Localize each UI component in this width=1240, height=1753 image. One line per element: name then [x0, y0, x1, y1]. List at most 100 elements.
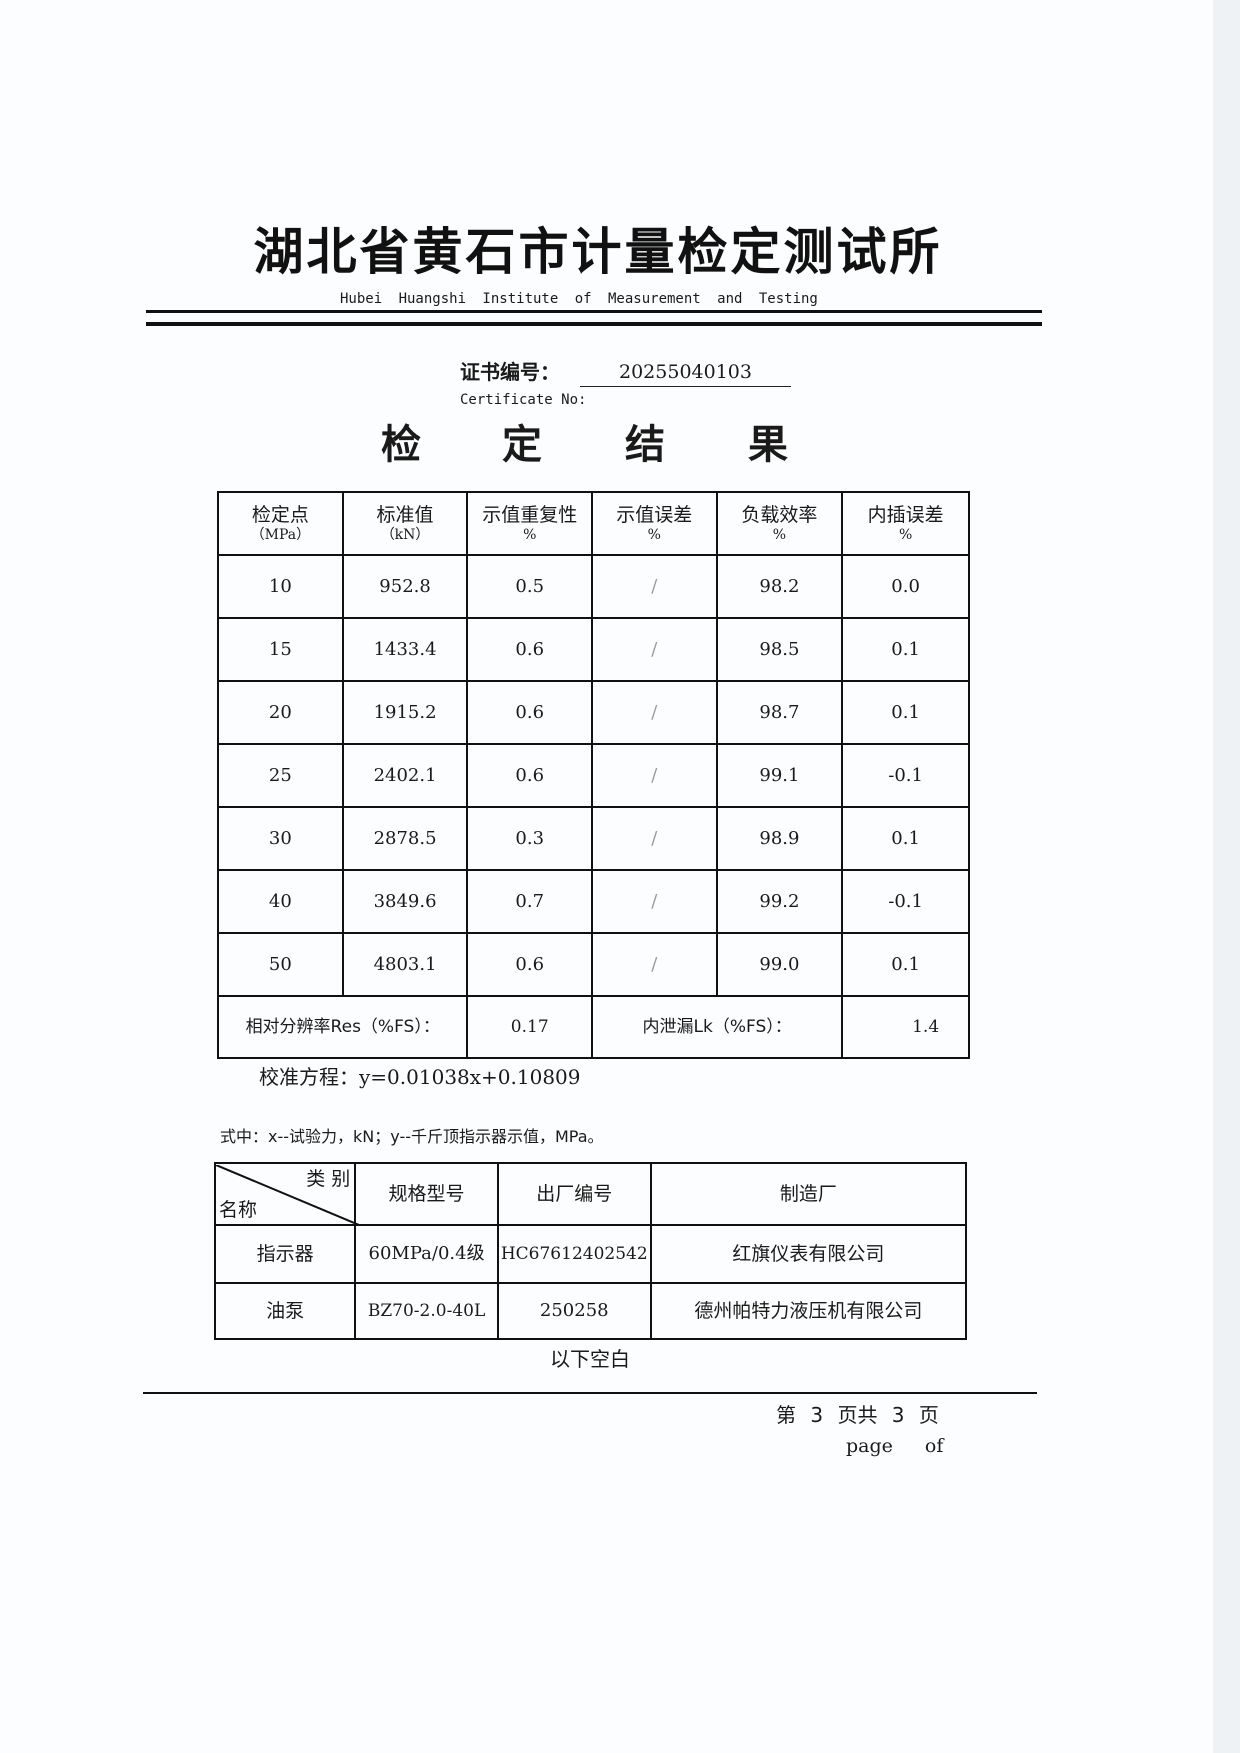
column-header-label: 检定点 [251, 503, 309, 526]
equipment-table: 类 别 名称 规格型号 出厂编号 制造厂 指示器 60MPa/0.4级 HC67… [213, 1162, 968, 1340]
column-header-label: 示值重复性 [482, 503, 578, 526]
column-header-unit: % [523, 526, 537, 543]
table-cell: / [591, 869, 718, 934]
table-cell: 952.8 [341, 554, 469, 619]
table-cell: 2878.5 [341, 806, 469, 871]
table-cell: 0.1 [841, 932, 970, 997]
table-cell: 0.6 [466, 680, 594, 745]
heading-char: 检 [381, 422, 421, 468]
column-header-unit: （MPa） [250, 526, 311, 543]
certificate-label-en: Certificate No: [460, 392, 587, 408]
equation-formula: y=0.01038x+0.10809 [359, 1065, 581, 1089]
table-cell: 0.6 [466, 743, 594, 808]
table-cell: 0.6 [466, 932, 594, 997]
table-cell: 0.7 [466, 869, 594, 934]
table-cell: / [591, 932, 718, 997]
table-header-row: 检定点 （MPa） 标准值 （kN） 示值重复性% 示值误差% 负载效率% 内插误差% [217, 491, 970, 556]
column-header-label: 示值误差 [616, 503, 693, 526]
page-number-en: page of [846, 1435, 944, 1457]
certificate-label: 证书编号： [460, 360, 560, 384]
table-row: 20 1915.2 0.6/98.7 0.1 [217, 680, 970, 745]
column-header: 示值误差% [591, 491, 718, 556]
table-cell: 2402.1 [341, 743, 469, 808]
column-header-label: 内插误差 [867, 503, 944, 526]
table-cell: / [591, 806, 718, 871]
table-row: 50 4803.1 0.6/99.0 0.1 [217, 932, 970, 997]
header-rule [146, 322, 1042, 326]
table-cell: 0.1 [841, 617, 970, 682]
corner-top-label: 类 别 [306, 1168, 351, 1190]
column-header: 制造厂 [649, 1162, 968, 1226]
column-header: 规格型号 [354, 1162, 499, 1226]
page-number-cn: 第 3 页共 3 页 [776, 1403, 939, 1427]
table-cell: / [591, 680, 718, 745]
column-header: 出厂编号 [496, 1162, 652, 1226]
table-row: 10 952.8 0.5/98.2 0.0 [217, 554, 970, 619]
resolution-value: 0.17 [466, 995, 594, 1059]
table-row: 40 3849.6 0.7/99.2 -0.1 [217, 869, 970, 934]
table-cell: 99.1 [715, 743, 844, 808]
column-header-label: 标准值 [376, 503, 434, 526]
heading-char: 结 [625, 422, 665, 468]
heading-char: 果 [748, 422, 788, 468]
equipment-serial: 250258 [496, 1282, 652, 1340]
table-cell: 99.0 [715, 932, 844, 997]
table-cell: 15 [217, 617, 344, 682]
equipment-manufacturer: 红旗仪表有限公司 [649, 1224, 968, 1284]
table-cell: / [591, 554, 718, 619]
table-cell: 0.5 [466, 554, 594, 619]
equation-note: 式中：x--试验力，kN；y--千斤顶指示器示值，MPa。 [220, 1127, 604, 1146]
table-cell: 1915.2 [341, 680, 469, 745]
table-cell: 0.6 [466, 617, 594, 682]
calibration-equation: 校准方程：y=0.01038x+0.10809 [259, 1064, 581, 1090]
institute-subtitle: Hubei Huangshi Institute of Measurement … [340, 291, 818, 307]
equipment-manufacturer: 德州帕特力液压机有限公司 [649, 1282, 968, 1340]
equipment-model: 60MPa/0.4级 [354, 1224, 499, 1284]
table-cell: 30 [217, 806, 344, 871]
table-row: 15 1433.4 0.6/98.5 0.1 [217, 617, 970, 682]
table-cell: 98.5 [715, 617, 844, 682]
summary-row: 相对分辨率Res（%FS）： 0.17 内泄漏Lk（%FS）： 1.4 [216, 995, 970, 1059]
leak-label: 内泄漏Lk（%FS）： [591, 995, 844, 1059]
heading-char: 定 [502, 422, 542, 468]
table-cell: 98.9 [715, 806, 844, 871]
certificate-number: 20255040103 [580, 360, 791, 387]
table-cell: -0.1 [841, 743, 970, 808]
header-rule [146, 310, 1042, 313]
table-cell: 0.3 [466, 806, 594, 871]
leak-value: 1.4 [841, 995, 970, 1059]
equipment-name: 油泵 [213, 1282, 357, 1340]
table-cell: 98.2 [715, 554, 844, 619]
table-cell: 99.2 [715, 869, 844, 934]
column-header: 示值重复性% [466, 491, 594, 556]
table-cell: 50 [217, 932, 344, 997]
column-header-unit: % [898, 526, 913, 543]
column-header-label: 负载效率 [741, 503, 818, 526]
leak-value-text: 1.4 [912, 1017, 940, 1037]
institute-title: 湖北省黄石市计量检定测试所 [253, 223, 943, 281]
table-cell: 4803.1 [341, 932, 469, 997]
column-header-unit: （kN） [380, 526, 430, 543]
table-cell: 40 [217, 869, 344, 934]
table-cell: 10 [217, 554, 344, 619]
corner-cell: 类 别 名称 [213, 1162, 359, 1226]
table-cell: 1433.4 [341, 617, 469, 682]
table-cell: 98.7 [715, 680, 844, 745]
column-header: 标准值 （kN） [341, 491, 469, 556]
table-cell: 0.1 [841, 806, 970, 871]
column-header: 内插误差% [841, 491, 970, 556]
corner-bottom-label: 名称 [219, 1199, 258, 1221]
table-cell: 0.0 [841, 554, 970, 619]
blank-below-note: 以下空白 [550, 1347, 630, 1371]
table-cell: 0.1 [841, 680, 970, 745]
table-row: 25 2402.1 0.6/99.1 -0.1 [217, 743, 970, 808]
table-row: 30 2878.5 0.3/98.9 0.1 [217, 806, 970, 871]
footer-rule [143, 1392, 1037, 1394]
equation-label: 校准方程： [259, 1065, 359, 1089]
table-cell: 20 [217, 680, 344, 745]
scan-edge [1213, 0, 1240, 1753]
equipment-name: 指示器 [213, 1224, 357, 1284]
results-table: 检定点 （MPa） 标准值 （kN） 示值重复性% 示值误差% 负载效率% 内插误差% 10 9… [216, 491, 970, 1059]
equipment-model: BZ70-2.0-40L [354, 1282, 499, 1340]
table-row: 指示器 60MPa/0.4级 HC67612402542 红旗仪表有限公司 [213, 1224, 968, 1284]
